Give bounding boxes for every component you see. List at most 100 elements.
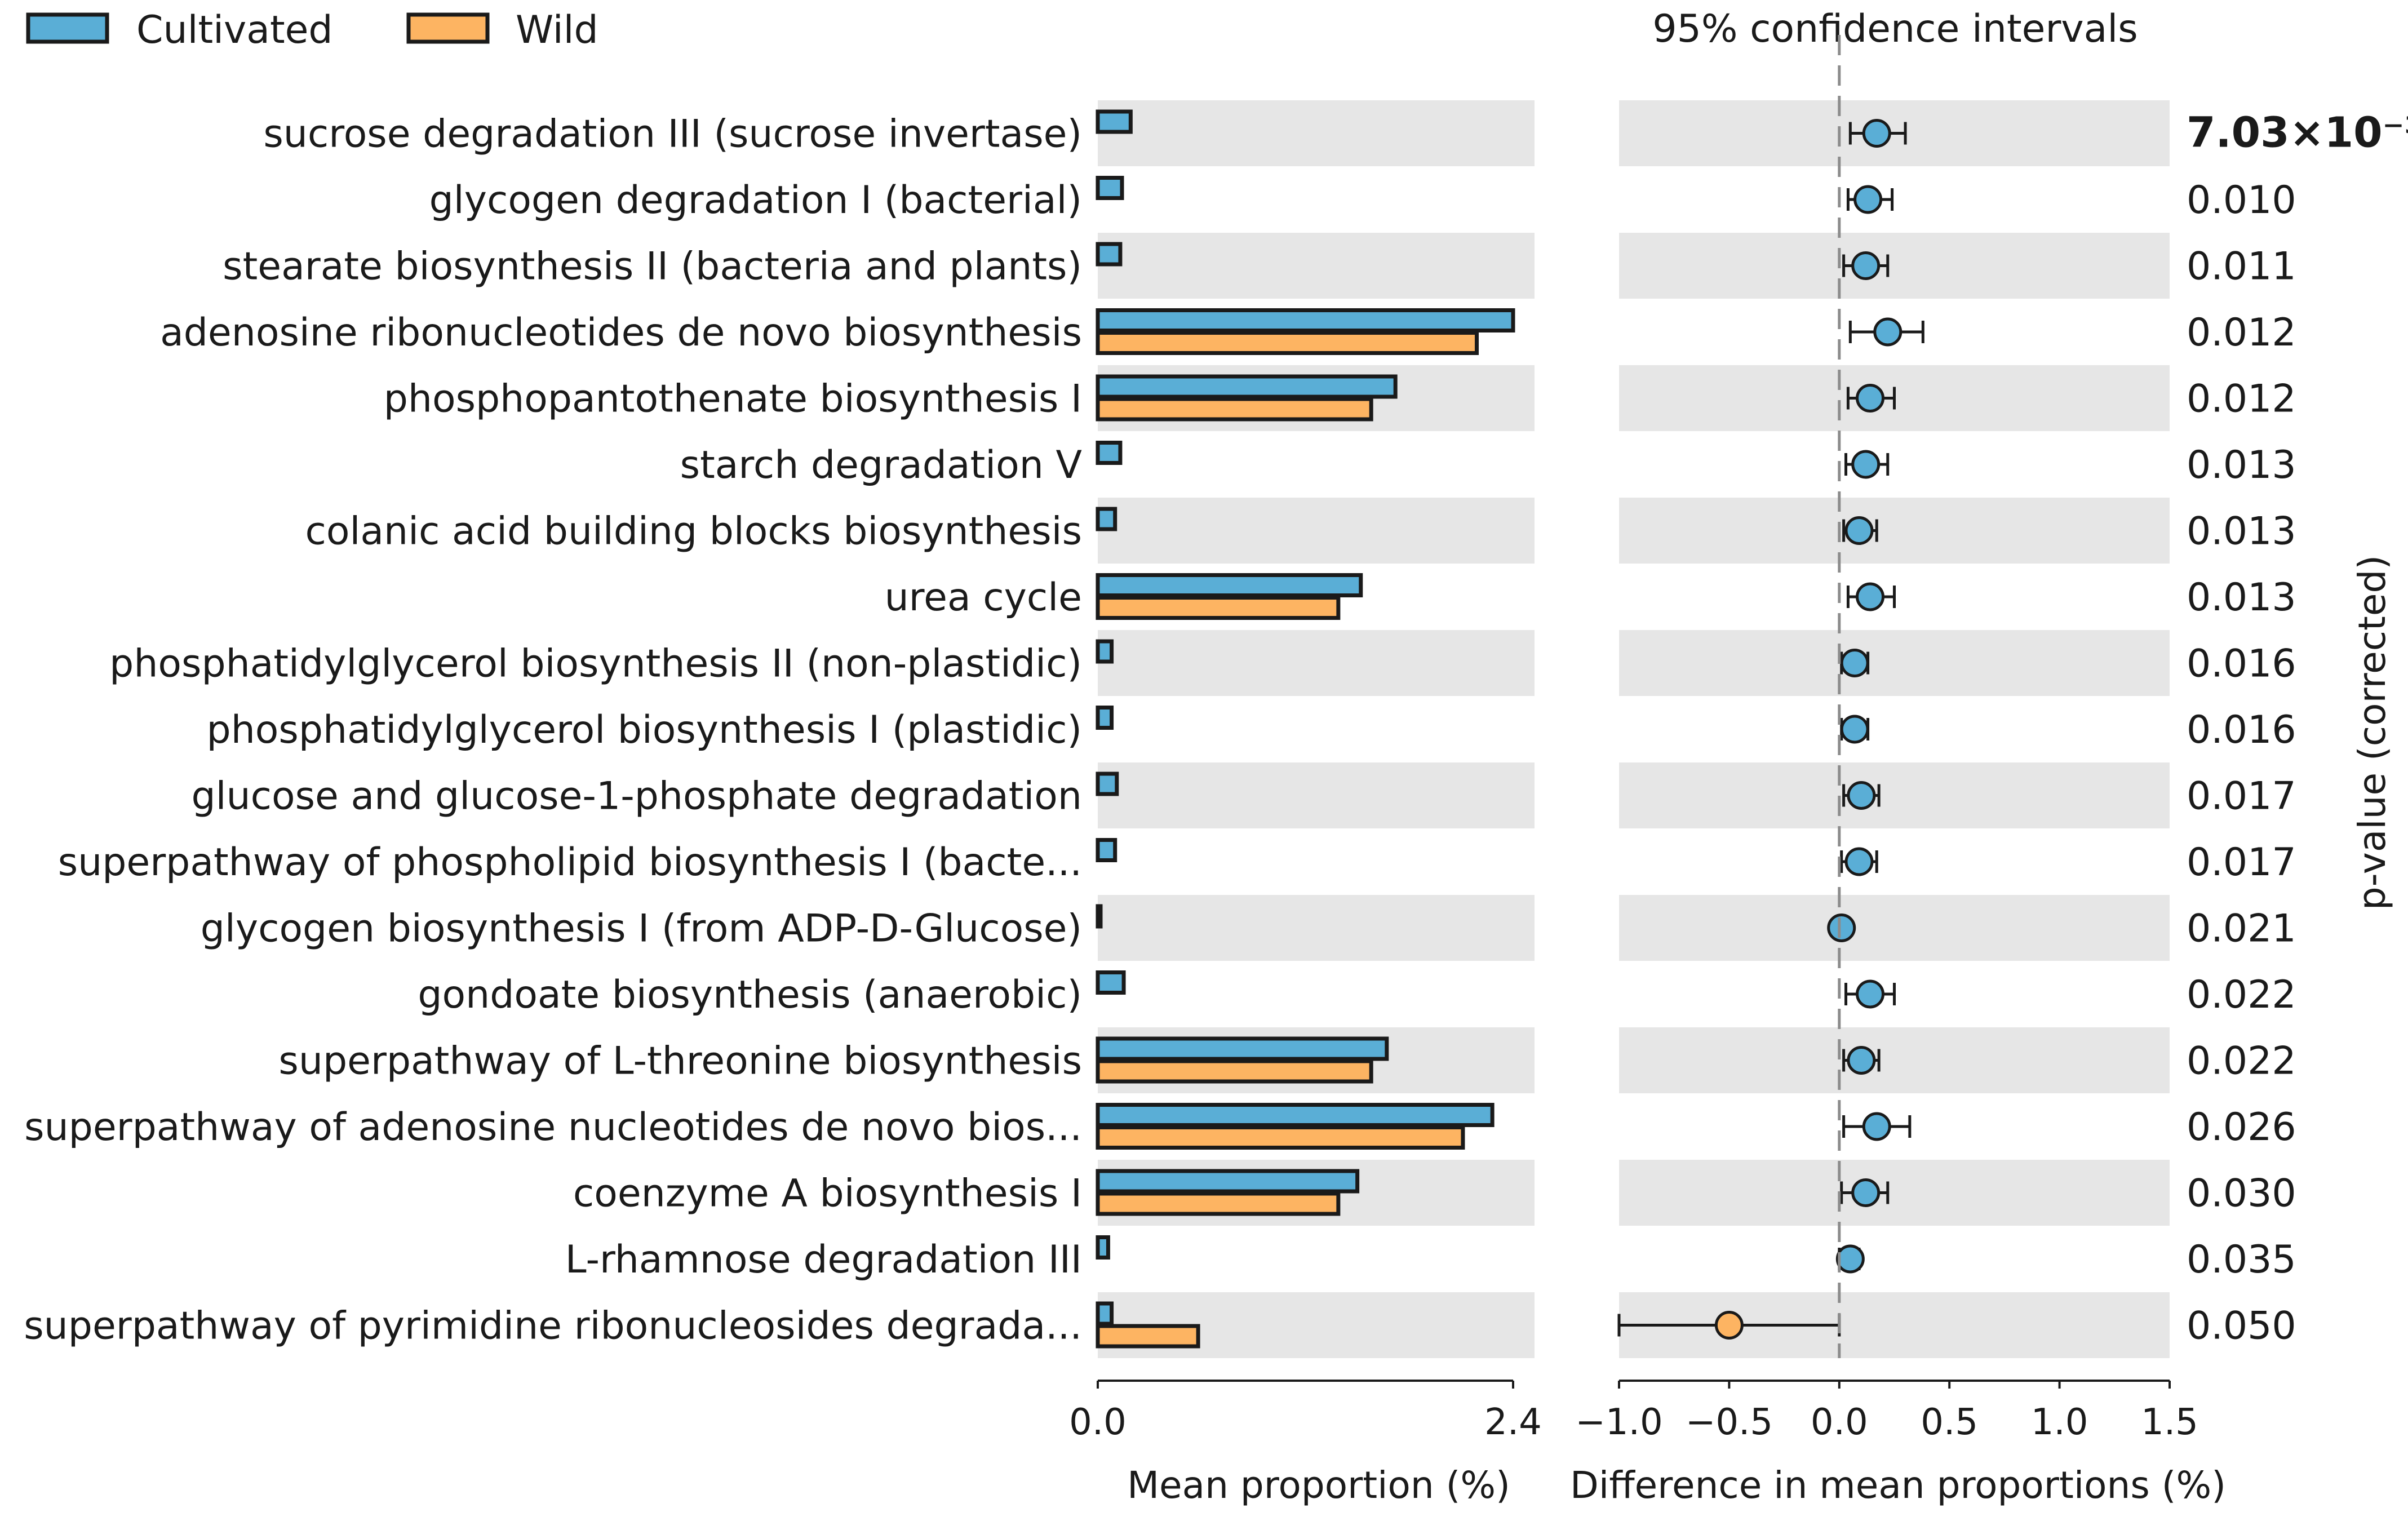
p-value: 0.013 bbox=[2187, 509, 2296, 554]
row-label: stearate biosynthesis II (bacteria and p… bbox=[223, 245, 1082, 289]
diff-point bbox=[1856, 582, 1885, 611]
diff-axis-title: Difference in mean proportions (%) bbox=[1570, 1464, 2226, 1507]
p-value: 0.013 bbox=[2187, 443, 2296, 487]
diff-point bbox=[1827, 914, 1856, 942]
row-label: glycogen biosynthesis I (from ADP-D-Gluc… bbox=[201, 907, 1082, 951]
cultivated-bar bbox=[1096, 1103, 1495, 1127]
p-value: 0.013 bbox=[2187, 575, 2296, 620]
legend-swatch-cultivated bbox=[26, 12, 109, 44]
row-label: phosphatidylglycerol biosynthesis I (pla… bbox=[207, 708, 1082, 752]
p-value: 0.035 bbox=[2187, 1238, 2296, 1282]
diff-point bbox=[1862, 1112, 1891, 1141]
p-value: 7.03×10⁻³ bbox=[2187, 109, 2408, 157]
p-value: 0.017 bbox=[2187, 840, 2296, 885]
diff-row-band bbox=[1619, 1160, 2170, 1226]
wild-bar bbox=[1096, 1059, 1373, 1084]
bar-row-band bbox=[1098, 498, 1535, 564]
row-label: sucrose degradation III (sucrose inverta… bbox=[263, 112, 1082, 157]
ci-title: 95% confidence intervals bbox=[1652, 7, 2138, 51]
diff-tick-label: −1.0 bbox=[1575, 1402, 1662, 1443]
p-values: 7.03×10⁻³ 0.010 0.011 0.012 0.012 0.013 0.013 0… bbox=[2187, 109, 2408, 1349]
cultivated-bar bbox=[1096, 771, 1119, 796]
row-label: L-rhamnose degradation III bbox=[565, 1238, 1082, 1282]
bar-x-axis: 0.0 2.4 Mean proportion (%) bbox=[1069, 1380, 1542, 1507]
row-label: gondoate biosynthesis (anaerobic) bbox=[418, 973, 1082, 1017]
p-value: 0.017 bbox=[2187, 774, 2296, 819]
diff-point bbox=[1851, 251, 1881, 280]
diff-row-band bbox=[1619, 498, 2170, 564]
p-value: 0.021 bbox=[2187, 907, 2296, 951]
cultivated-bar bbox=[1096, 1235, 1110, 1260]
cultivated-bar bbox=[1096, 308, 1515, 332]
diff-tick-label: 1.5 bbox=[2141, 1402, 2198, 1443]
row-label: superpathway of L-threonine biosynthesis bbox=[278, 1039, 1082, 1084]
diff-tick-label: −0.5 bbox=[1686, 1402, 1773, 1443]
row-label: urea cycle bbox=[885, 575, 1082, 620]
diff-point bbox=[1862, 119, 1891, 148]
row-label: coenzyme A biosynthesis I bbox=[573, 1172, 1082, 1216]
cultivated-bar bbox=[1096, 838, 1117, 862]
bar-row-band bbox=[1098, 762, 1535, 828]
bar-tick-label-1: 2.4 bbox=[1484, 1402, 1542, 1443]
row-label: superpathway of adenosine nucleotides de… bbox=[24, 1105, 1082, 1150]
diff-point bbox=[1844, 847, 1874, 876]
wild-bar bbox=[1096, 596, 1341, 620]
diff-row-band bbox=[1619, 233, 2170, 299]
cultivated-bar bbox=[1096, 706, 1114, 730]
pvalue-axis-title: p-value (corrected) bbox=[2351, 555, 2394, 910]
row-label: glucose and glucose-1-phosphate degradat… bbox=[191, 774, 1082, 819]
bar-row-band bbox=[1098, 895, 1535, 961]
p-value: 0.050 bbox=[2187, 1304, 2296, 1349]
cultivated-bar bbox=[1096, 1169, 1360, 1194]
diff-point bbox=[1856, 384, 1885, 413]
diff-point bbox=[1856, 979, 1885, 1009]
diff-point bbox=[1847, 1046, 1876, 1075]
wild-bar bbox=[1096, 397, 1373, 422]
p-value: 0.026 bbox=[2187, 1105, 2296, 1150]
diff-point bbox=[1840, 649, 1869, 677]
bar-row-band bbox=[1098, 233, 1535, 299]
row-labels: sucrose degradation III (sucrose inverta… bbox=[24, 112, 1082, 1349]
cultivated-bar bbox=[1096, 507, 1117, 531]
row-label: phosphopantothenate biosynthesis I bbox=[384, 377, 1082, 422]
row-label: superpathway of pyrimidine ribonucleosid… bbox=[24, 1304, 1082, 1349]
diff-point bbox=[1851, 1178, 1881, 1207]
diff-point bbox=[1714, 1311, 1744, 1340]
p-value: 0.016 bbox=[2187, 642, 2296, 686]
cultivated-bar bbox=[1096, 573, 1363, 597]
row-label: glycogen degradation I (bacterial) bbox=[429, 178, 1082, 223]
p-value: 0.022 bbox=[2187, 973, 2296, 1017]
wild-bar bbox=[1096, 1191, 1341, 1216]
cultivated-bar bbox=[1096, 109, 1133, 134]
cultivated-bar bbox=[1096, 904, 1103, 929]
wild-bar bbox=[1096, 1324, 1200, 1349]
row-label: phosphatidylglycerol biosynthesis II (no… bbox=[109, 642, 1082, 686]
diff-point bbox=[1853, 185, 1883, 214]
row-label: superpathway of phospholipid biosynthesi… bbox=[58, 840, 1082, 885]
p-value: 0.012 bbox=[2187, 311, 2296, 355]
wild-bar bbox=[1096, 331, 1479, 355]
cultivated-bar bbox=[1096, 374, 1398, 399]
diff-point bbox=[1844, 516, 1874, 545]
row-label: adenosine ribonucleotides de novo biosyn… bbox=[160, 311, 1082, 355]
cultivated-bar bbox=[1096, 639, 1114, 664]
difference-points bbox=[1617, 119, 1924, 1340]
diff-point bbox=[1851, 450, 1881, 479]
diff-point bbox=[1847, 781, 1876, 810]
diff-point bbox=[1835, 1244, 1865, 1274]
diff-row-band bbox=[1619, 895, 2170, 961]
bar-row-band bbox=[1098, 100, 1535, 166]
row-label: starch degradation V bbox=[680, 443, 1082, 487]
p-value: 0.030 bbox=[2187, 1172, 2296, 1216]
diff-row-band bbox=[1619, 762, 2170, 828]
p-value: 0.022 bbox=[2187, 1039, 2296, 1084]
diff-tick-label: 0.0 bbox=[1811, 1402, 1868, 1443]
bar-tick-label-0: 0.0 bbox=[1069, 1402, 1127, 1443]
p-value: 0.011 bbox=[2187, 245, 2296, 289]
proportion-bars bbox=[1096, 109, 1515, 1349]
p-value: 0.010 bbox=[2187, 178, 2296, 223]
cultivated-bar bbox=[1096, 176, 1124, 200]
cultivated-bar bbox=[1096, 1036, 1389, 1061]
diff-tick-label: 0.5 bbox=[1921, 1402, 1978, 1443]
